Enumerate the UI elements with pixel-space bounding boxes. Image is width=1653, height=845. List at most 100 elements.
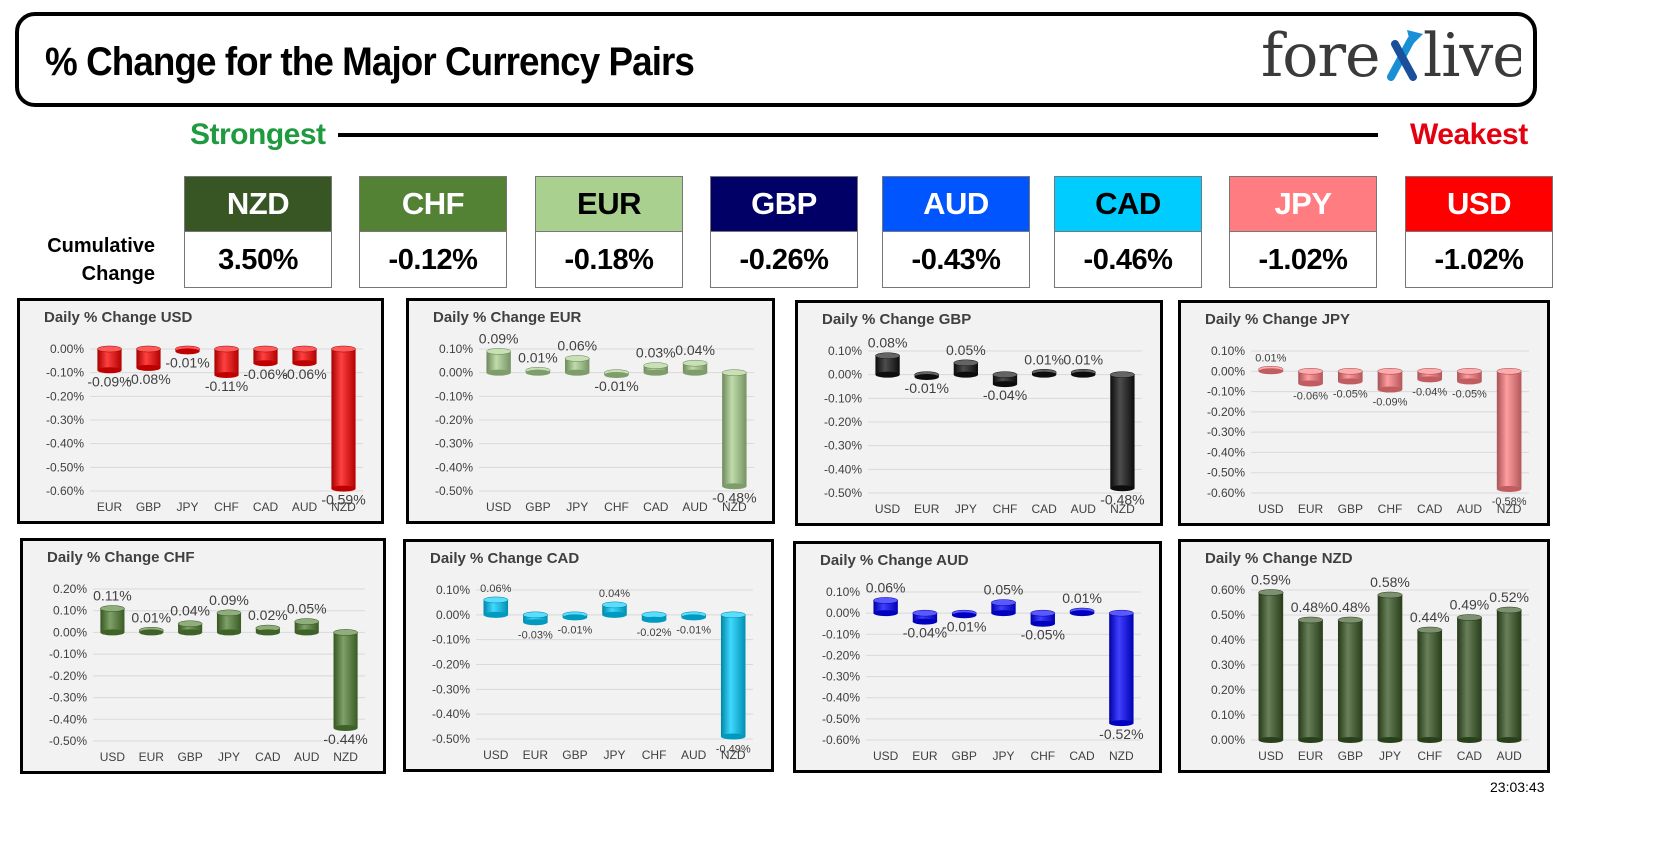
y-tick-label: -0.40% xyxy=(1207,445,1245,459)
bar-chf xyxy=(1377,368,1403,393)
bar-chf xyxy=(1030,609,1056,627)
data-label: -0.01% xyxy=(594,378,638,394)
bar-gbp xyxy=(1337,368,1363,385)
chart-plot: 0.10% 0.00% -0.10% -0.20% -0.30% -0.40% -0.50%… xyxy=(435,330,757,514)
weakest-label: Weakest xyxy=(1410,118,1528,151)
bar-gbp xyxy=(1337,616,1363,743)
strongest-label: Strongest xyxy=(190,118,326,151)
data-label: -0.52% xyxy=(1099,726,1143,742)
x-tick-label: NZD xyxy=(721,748,746,762)
chart-aud: Daily % Change AUD 0.10% 0.00% -0.10% -0.20… xyxy=(793,541,1162,773)
chart-title: Daily % Change NZD xyxy=(1205,550,1353,567)
x-tick-label: NZD xyxy=(333,750,358,764)
currency-name: GBP xyxy=(711,177,857,232)
bar-jpy xyxy=(601,601,628,618)
x-tick-label: USD xyxy=(483,748,509,762)
chart-nzd: Daily % Change NZD 0.60% 0.50% 0.40% 0.30% 0… xyxy=(1178,539,1550,773)
data-label: -0.11% xyxy=(205,378,248,394)
data-label: -0.01% xyxy=(942,618,986,634)
chart-plot: 0.10% 0.00% -0.10% -0.20% -0.30% -0.40% -0.50%… xyxy=(824,335,1145,516)
y-tick-label: 0.00% xyxy=(1211,364,1245,378)
data-label: -0.59% xyxy=(321,492,365,508)
data-label: 0.48% xyxy=(1291,599,1331,615)
x-tick-label: CAD xyxy=(255,750,281,764)
x-tick-label: CAD xyxy=(1457,749,1483,763)
currency-name: NZD xyxy=(185,177,331,232)
y-tick-label: -0.50% xyxy=(432,732,470,746)
data-label: -0.09% xyxy=(1373,397,1408,409)
bar-eur xyxy=(912,609,938,625)
currency-name: AUD xyxy=(883,177,1029,232)
data-label: 0.44% xyxy=(1410,609,1450,625)
x-tick-label: AUD xyxy=(294,750,320,764)
x-tick-label: CHF xyxy=(1378,502,1403,516)
x-tick-label: NZD xyxy=(1109,749,1134,763)
bar-usd xyxy=(100,605,125,636)
x-tick-label: AUD xyxy=(1071,502,1097,516)
y-tick-label: -0.10% xyxy=(432,633,470,647)
x-tick-label: JPY xyxy=(218,750,240,764)
chart-gbp: Daily % Change GBP 0.10% 0.00% -0.10% -0.20… xyxy=(795,300,1163,526)
y-tick-label: -0.30% xyxy=(46,413,84,427)
data-label: -0.09% xyxy=(87,373,131,389)
y-tick-label: 0.50% xyxy=(1211,608,1245,622)
bar-nzd xyxy=(1496,368,1522,492)
y-tick-label: -0.10% xyxy=(822,627,860,641)
data-label: 0.04% xyxy=(599,588,630,600)
y-tick-label: -0.30% xyxy=(435,437,473,451)
bar-chf xyxy=(1417,626,1443,743)
y-tick-label: -0.50% xyxy=(1207,466,1245,480)
y-tick-label: 0.00% xyxy=(826,606,860,620)
bar-aud xyxy=(681,611,707,621)
bar-nzd xyxy=(331,345,356,492)
y-tick-label: -0.40% xyxy=(49,712,87,726)
y-tick-label: -0.60% xyxy=(1207,486,1245,500)
data-label: 0.01% xyxy=(131,609,171,625)
bar-eur xyxy=(138,627,164,636)
bar-eur xyxy=(1298,368,1324,387)
data-label: 0.05% xyxy=(984,582,1024,598)
bar-usd xyxy=(486,348,512,376)
y-tick-label: -0.10% xyxy=(824,391,862,405)
chart-usd: Daily % Change USD 0.00% -0.10% -0.20% -0.3… xyxy=(17,298,384,524)
bar-gbp xyxy=(177,620,203,636)
bar-cad xyxy=(1069,607,1095,617)
bar-usd xyxy=(1258,366,1284,375)
currency-name: EUR xyxy=(536,177,682,232)
data-label: -0.03% xyxy=(518,629,553,641)
bar-cad xyxy=(1417,368,1443,383)
currency-card-eur: EUR -0.18% xyxy=(535,176,683,288)
x-tick-label: CHF xyxy=(642,748,667,762)
svg-text:live: live xyxy=(1423,22,1521,91)
currency-name: CAD xyxy=(1055,177,1201,232)
data-label: -0.48% xyxy=(1100,491,1144,507)
bar-nzd xyxy=(721,369,747,490)
data-label: 0.06% xyxy=(866,579,906,595)
x-tick-label: CAD xyxy=(643,500,669,514)
chart-title: Daily % Change GBP xyxy=(822,311,972,328)
y-tick-label: -0.30% xyxy=(1207,425,1245,439)
data-label: -0.01% xyxy=(676,624,711,636)
cumulative-value: -0.46% xyxy=(1083,244,1173,276)
y-tick-label: -0.40% xyxy=(824,462,862,476)
x-tick-label: EUR xyxy=(139,750,165,764)
bar-usd xyxy=(873,597,899,617)
bar-eur xyxy=(97,345,122,374)
x-tick-label: USD xyxy=(486,500,512,514)
header-banner: % Change for the Major Currency Pairs fo… xyxy=(15,12,1537,107)
y-tick-label: 0.10% xyxy=(1211,708,1245,722)
y-tick-label: -0.30% xyxy=(824,439,862,453)
currency-name: USD xyxy=(1406,177,1552,232)
bar-usd xyxy=(483,596,509,618)
data-label: -0.05% xyxy=(1021,627,1065,643)
data-label: 0.48% xyxy=(1330,599,1370,615)
data-label: -0.02% xyxy=(637,627,672,639)
y-tick-label: -0.30% xyxy=(822,670,860,684)
bar-usd xyxy=(875,352,900,378)
y-tick-label: 0.10% xyxy=(53,604,87,618)
data-label: -0.01% xyxy=(165,354,209,370)
currency-name: CHF xyxy=(360,177,506,232)
x-tick-label: GBP xyxy=(562,748,587,762)
bar-cad xyxy=(1456,614,1482,743)
bar-gbp xyxy=(562,611,588,621)
